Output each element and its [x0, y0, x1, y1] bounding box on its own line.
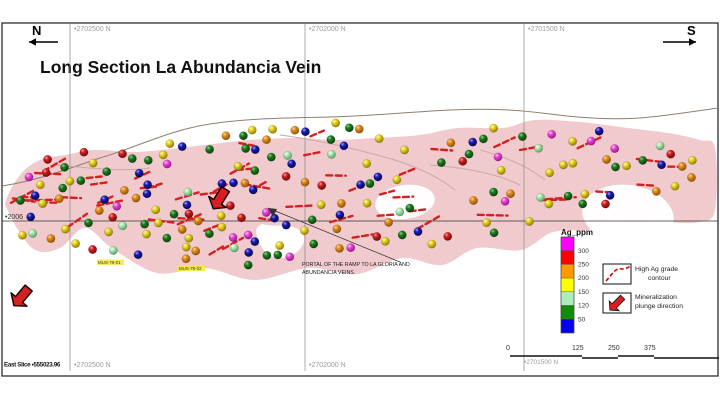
svg-text:200: 200 [578, 275, 589, 282]
svg-text:•2006: •2006 [5, 214, 23, 221]
svg-text:Long Section La Abundancia Vei: Long Section La Abundancia Vein [40, 57, 321, 77]
svg-text:contour: contour [648, 275, 671, 282]
svg-text:150: 150 [578, 289, 589, 296]
svg-text:125: 125 [572, 345, 584, 352]
svg-text:0: 0 [506, 345, 510, 352]
svg-text:PORTAL OF THE RAMP TO LA GLORI: PORTAL OF THE RAMP TO LA GLORIA AND [302, 262, 410, 268]
svg-text:•2702500 N: •2702500 N [74, 26, 111, 33]
svg-text:250: 250 [608, 345, 620, 352]
svg-text:•2701500 N: •2701500 N [524, 359, 558, 366]
svg-text:ABUNDANCIA VEINS.: ABUNDANCIA VEINS. [302, 270, 355, 276]
svg-text:S: S [687, 23, 696, 38]
svg-text:•2702500 N: •2702500 N [74, 362, 111, 369]
svg-text:East Slice •555023.96: East Slice •555023.96 [4, 362, 61, 369]
svg-text:N: N [32, 23, 41, 38]
svg-text:MUS-78-02: MUS-78-02 [179, 266, 202, 271]
svg-text:Ag_ppm: Ag_ppm [561, 228, 593, 237]
svg-text:High Ag grade: High Ag grade [635, 266, 678, 273]
svg-text:Mineralization: Mineralization [635, 294, 677, 301]
svg-text:plunge direction: plunge direction [635, 303, 683, 310]
svg-text:•2701500 N: •2701500 N [528, 26, 565, 33]
svg-text:120: 120 [578, 303, 589, 310]
svg-text:250: 250 [578, 262, 589, 269]
svg-text:•2702000 N: •2702000 N [309, 362, 346, 369]
svg-text:50: 50 [578, 316, 586, 323]
svg-text:300: 300 [578, 248, 589, 255]
svg-text:•2702000 N: •2702000 N [309, 26, 346, 33]
svg-text:375: 375 [644, 345, 656, 352]
svg-text:MUS-78-01: MUS-78-01 [98, 260, 121, 265]
